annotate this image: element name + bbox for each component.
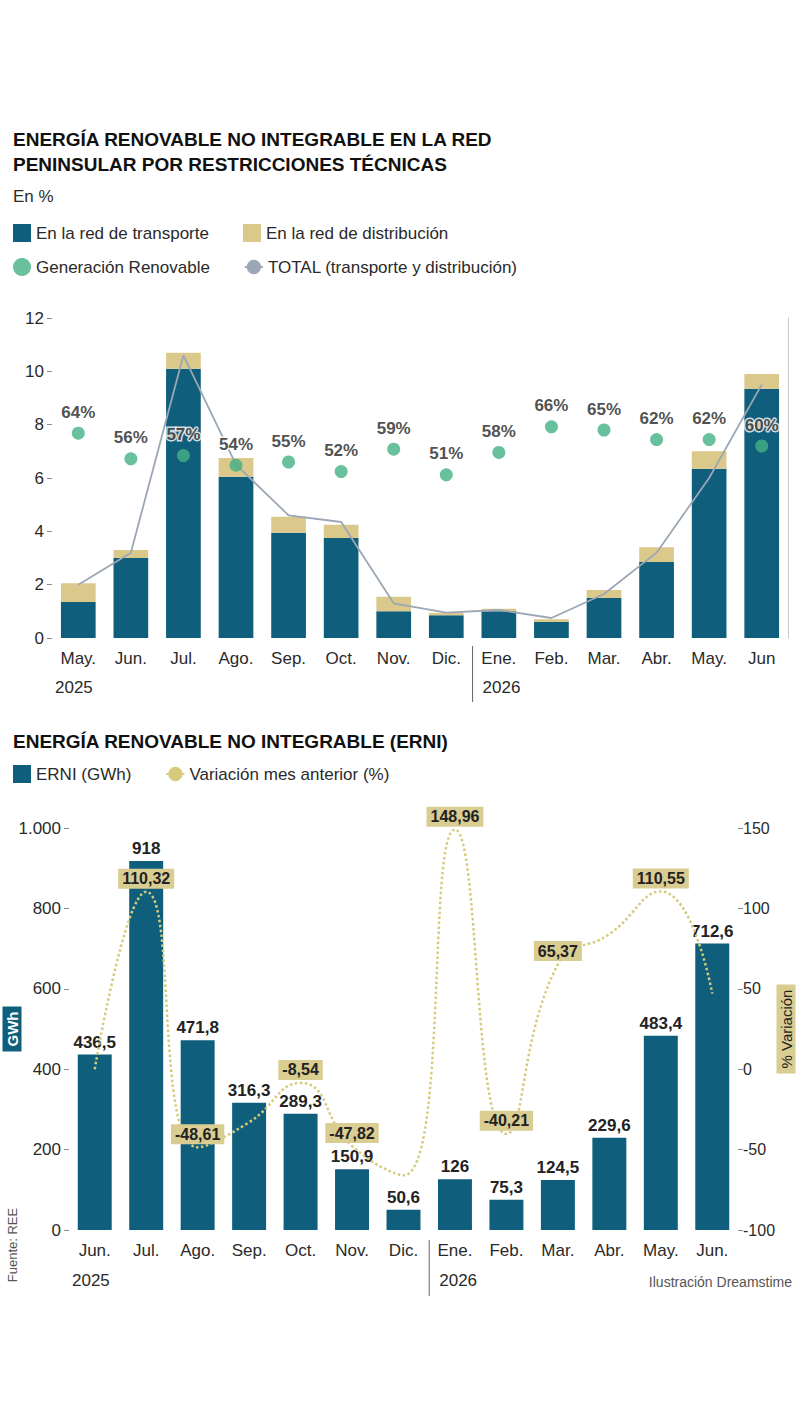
svg-text:Oct.: Oct. [285, 1241, 316, 1260]
svg-text:Abr.: Abr. [641, 649, 671, 668]
svg-text:En la red de distribución: En la red de distribución [266, 224, 448, 243]
svg-text:ERNI (GWh): ERNI (GWh) [36, 765, 131, 784]
svg-text:Ago.: Ago. [219, 649, 254, 668]
svg-text:Dic.: Dic. [432, 649, 461, 668]
svg-text:471,8: 471,8 [176, 1018, 219, 1037]
svg-text:100: 100 [743, 900, 770, 917]
svg-text:May.: May. [643, 1241, 679, 1260]
svg-text:50,6: 50,6 [387, 1188, 420, 1207]
svg-text:Ago.: Ago. [180, 1241, 215, 1260]
svg-text:200: 200 [33, 1140, 61, 1159]
svg-text:0: 0 [743, 1061, 752, 1078]
svg-text:Mar.: Mar. [587, 649, 620, 668]
svg-text:Feb.: Feb. [534, 649, 568, 668]
svg-text:59%: 59% [377, 419, 411, 438]
svg-text:May.: May. [60, 649, 96, 668]
svg-text:Jul.: Jul. [170, 649, 196, 668]
svg-text:110,32: 110,32 [122, 870, 170, 887]
svg-text:Fuente: REE: Fuente: REE [5, 1207, 20, 1282]
svg-text:Ene.: Ene. [481, 649, 516, 668]
svg-text:4: 4 [35, 522, 44, 541]
svg-text:ENERGÍA RENOVABLE NO INTEGRABL: ENERGÍA RENOVABLE NO INTEGRABLE (ERNI) [13, 731, 448, 752]
svg-text:289,3: 289,3 [279, 1092, 322, 1111]
svg-text:58%: 58% [482, 422, 516, 441]
svg-text:148,96: 148,96 [430, 808, 479, 825]
svg-text:Jun: Jun [748, 649, 775, 668]
svg-text:124,5: 124,5 [537, 1158, 580, 1177]
svg-text:2: 2 [35, 575, 44, 594]
svg-text:150: 150 [743, 820, 770, 837]
svg-text:Ilustración Dreamstime: Ilustración Dreamstime [649, 1274, 792, 1290]
svg-text:50: 50 [743, 980, 761, 997]
svg-text:Sep.: Sep. [232, 1241, 267, 1260]
svg-text:2026: 2026 [439, 1271, 477, 1290]
svg-text:0: 0 [52, 1221, 61, 1240]
svg-text:66%: 66% [534, 396, 568, 415]
svg-text:54%: 54% [219, 435, 253, 454]
svg-text:229,6: 229,6 [588, 1116, 631, 1135]
svg-text:-50: -50 [743, 1141, 766, 1158]
svg-text:8: 8 [35, 415, 44, 434]
svg-text:Jun.: Jun. [696, 1241, 728, 1260]
svg-text:Jul.: Jul. [133, 1241, 159, 1260]
svg-text:Sep.: Sep. [271, 649, 306, 668]
svg-text:75,3: 75,3 [490, 1178, 523, 1197]
svg-text:% Variación: % Variación [778, 990, 795, 1069]
svg-text:GWh: GWh [4, 1012, 21, 1047]
svg-text:12: 12 [25, 309, 44, 328]
svg-text:Mar.: Mar. [541, 1241, 574, 1260]
svg-text:56%: 56% [114, 428, 148, 447]
svg-text:-100: -100 [743, 1222, 775, 1239]
svg-text:62%: 62% [640, 409, 674, 428]
svg-text:150,9: 150,9 [331, 1147, 374, 1166]
svg-text:65,37: 65,37 [538, 943, 578, 960]
svg-text:60%: 60% [745, 416, 779, 435]
svg-text:En la red de transporte: En la red de transporte [36, 224, 209, 243]
svg-text:57%: 57% [166, 425, 200, 444]
svg-text:2026: 2026 [483, 678, 521, 697]
svg-text:2025: 2025 [72, 1271, 110, 1290]
svg-text:483,4: 483,4 [640, 1014, 683, 1033]
svg-text:126: 126 [441, 1157, 469, 1176]
svg-text:918: 918 [132, 839, 160, 858]
svg-text:51%: 51% [429, 444, 463, 463]
svg-text:Jun.: Jun. [79, 1241, 111, 1260]
svg-text:55%: 55% [272, 432, 306, 451]
svg-text:Dic.: Dic. [389, 1241, 418, 1260]
svg-text:Abr.: Abr. [594, 1241, 624, 1260]
svg-text:TOTAL (transporte y distribuci: TOTAL (transporte y distribución) [268, 258, 517, 277]
svg-text:-8,54: -8,54 [282, 1061, 319, 1078]
svg-text:110,55: 110,55 [637, 870, 685, 887]
svg-text:400: 400 [33, 1060, 61, 1079]
svg-text:PENINSULAR POR RESTRICCIONES T: PENINSULAR POR RESTRICCIONES TÉCNICAS [13, 154, 447, 175]
svg-text:-48,61: -48,61 [175, 1126, 220, 1143]
svg-text:-47,82: -47,82 [329, 1125, 374, 1142]
svg-text:Ene.: Ene. [437, 1241, 472, 1260]
svg-text:Nov.: Nov. [335, 1241, 369, 1260]
svg-text:62%: 62% [692, 409, 726, 428]
svg-text:6: 6 [35, 469, 44, 488]
svg-text:En %: En % [13, 187, 54, 206]
svg-text:Feb.: Feb. [489, 1241, 523, 1260]
svg-text:64%: 64% [61, 403, 95, 422]
svg-text:800: 800 [33, 899, 61, 918]
svg-text:10: 10 [25, 362, 44, 381]
svg-text:1.000: 1.000 [18, 819, 61, 838]
svg-text:Jun.: Jun. [115, 649, 147, 668]
svg-text:600: 600 [33, 979, 61, 998]
svg-text:712,6: 712,6 [691, 922, 734, 941]
svg-text:Oct.: Oct. [326, 649, 357, 668]
svg-text:Nov.: Nov. [377, 649, 411, 668]
svg-text:2025: 2025 [55, 678, 93, 697]
svg-text:May.: May. [691, 649, 727, 668]
svg-text:0: 0 [35, 629, 44, 648]
svg-text:Generación Renovable: Generación Renovable [36, 258, 210, 277]
svg-text:-40,21: -40,21 [484, 1112, 529, 1129]
svg-text:Variación mes anterior (%): Variación mes anterior (%) [189, 765, 389, 784]
svg-text:52%: 52% [324, 441, 358, 460]
svg-text:436,5: 436,5 [73, 1033, 116, 1052]
svg-text:ENERGÍA RENOVABLE NO INTEGRABL: ENERGÍA RENOVABLE NO INTEGRABLE EN LA RE… [13, 129, 492, 150]
svg-text:65%: 65% [587, 400, 621, 419]
svg-text:316,3: 316,3 [228, 1081, 271, 1100]
